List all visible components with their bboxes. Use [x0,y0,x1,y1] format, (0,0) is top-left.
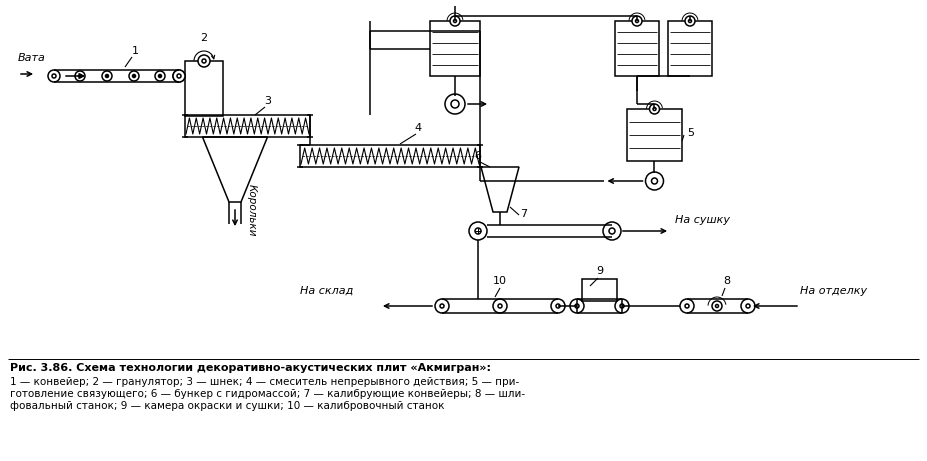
Circle shape [159,75,161,77]
Circle shape [632,16,642,26]
Text: 9: 9 [596,266,603,276]
Circle shape [716,305,718,307]
Bar [185,115,310,137]
Text: готовление связующего; 6 — бункер с гидромассой; 7 — калибрующие конвейеры; 8 — : готовление связующего; 6 — бункер с гидр… [10,389,525,399]
Bar [185,61,223,116]
Circle shape [173,70,185,82]
Circle shape [685,16,695,26]
Text: фовальный станок; 9 — камера окраски и сушки; 10 — калибровочный станок: фовальный станок; 9 — камера окраски и с… [10,401,445,411]
Bar [300,145,480,167]
Circle shape [636,19,639,23]
Text: 2: 2 [200,33,208,43]
Bar [430,21,480,76]
Circle shape [741,299,755,313]
Circle shape [102,71,112,81]
Circle shape [689,19,692,23]
Text: 4: 4 [414,123,422,133]
Circle shape [620,304,624,308]
Bar [627,109,682,161]
Circle shape [685,304,689,308]
Circle shape [48,70,60,82]
Text: 7: 7 [520,209,527,219]
Circle shape [435,299,449,313]
Circle shape [198,55,210,67]
Circle shape [177,74,181,78]
Text: 1: 1 [132,46,138,56]
Circle shape [75,71,85,81]
Circle shape [493,299,507,313]
Text: Рис. 3.86. Схема технологии декоративно-акустических плит «Акмигран»:: Рис. 3.86. Схема технологии декоративно-… [10,363,491,373]
Circle shape [79,75,82,77]
Circle shape [680,299,694,313]
Circle shape [609,228,615,234]
Circle shape [645,172,664,190]
Circle shape [650,104,659,114]
Circle shape [498,304,502,308]
Text: 5: 5 [687,128,694,138]
Circle shape [551,299,565,313]
Circle shape [453,19,456,23]
Text: 3: 3 [264,96,272,106]
Text: 6: 6 [475,151,481,161]
Circle shape [440,304,444,308]
Circle shape [450,16,460,26]
Circle shape [712,301,722,311]
Text: Вата: Вата [18,53,45,63]
Circle shape [653,107,656,111]
Circle shape [475,228,481,234]
Text: На отделку: На отделку [800,286,867,296]
Circle shape [52,74,56,78]
Circle shape [133,75,135,77]
Bar [668,21,712,76]
Circle shape [469,222,487,240]
Text: Корольки: Корольки [247,184,257,236]
Circle shape [451,100,459,108]
Text: 10: 10 [493,276,507,286]
Text: 1 — конвейер; 2 — гранулятор; 3 — шнек; 4 — смеситель непрерывного действия; 5 —: 1 — конвейер; 2 — гранулятор; 3 — шнек; … [10,377,519,387]
Circle shape [155,71,165,81]
Text: 8: 8 [723,276,730,286]
Circle shape [173,70,185,82]
Circle shape [202,59,206,63]
Bar [615,21,659,76]
Bar [582,279,617,301]
Circle shape [746,304,750,308]
Circle shape [652,178,657,184]
Circle shape [106,75,108,77]
Circle shape [445,94,465,114]
Circle shape [556,304,560,308]
Circle shape [615,299,629,313]
Circle shape [129,71,139,81]
Text: На склад: На склад [300,286,353,296]
Circle shape [575,304,579,308]
Text: На сушку: На сушку [675,215,730,225]
Circle shape [177,74,181,78]
Circle shape [603,222,621,240]
Circle shape [570,299,584,313]
